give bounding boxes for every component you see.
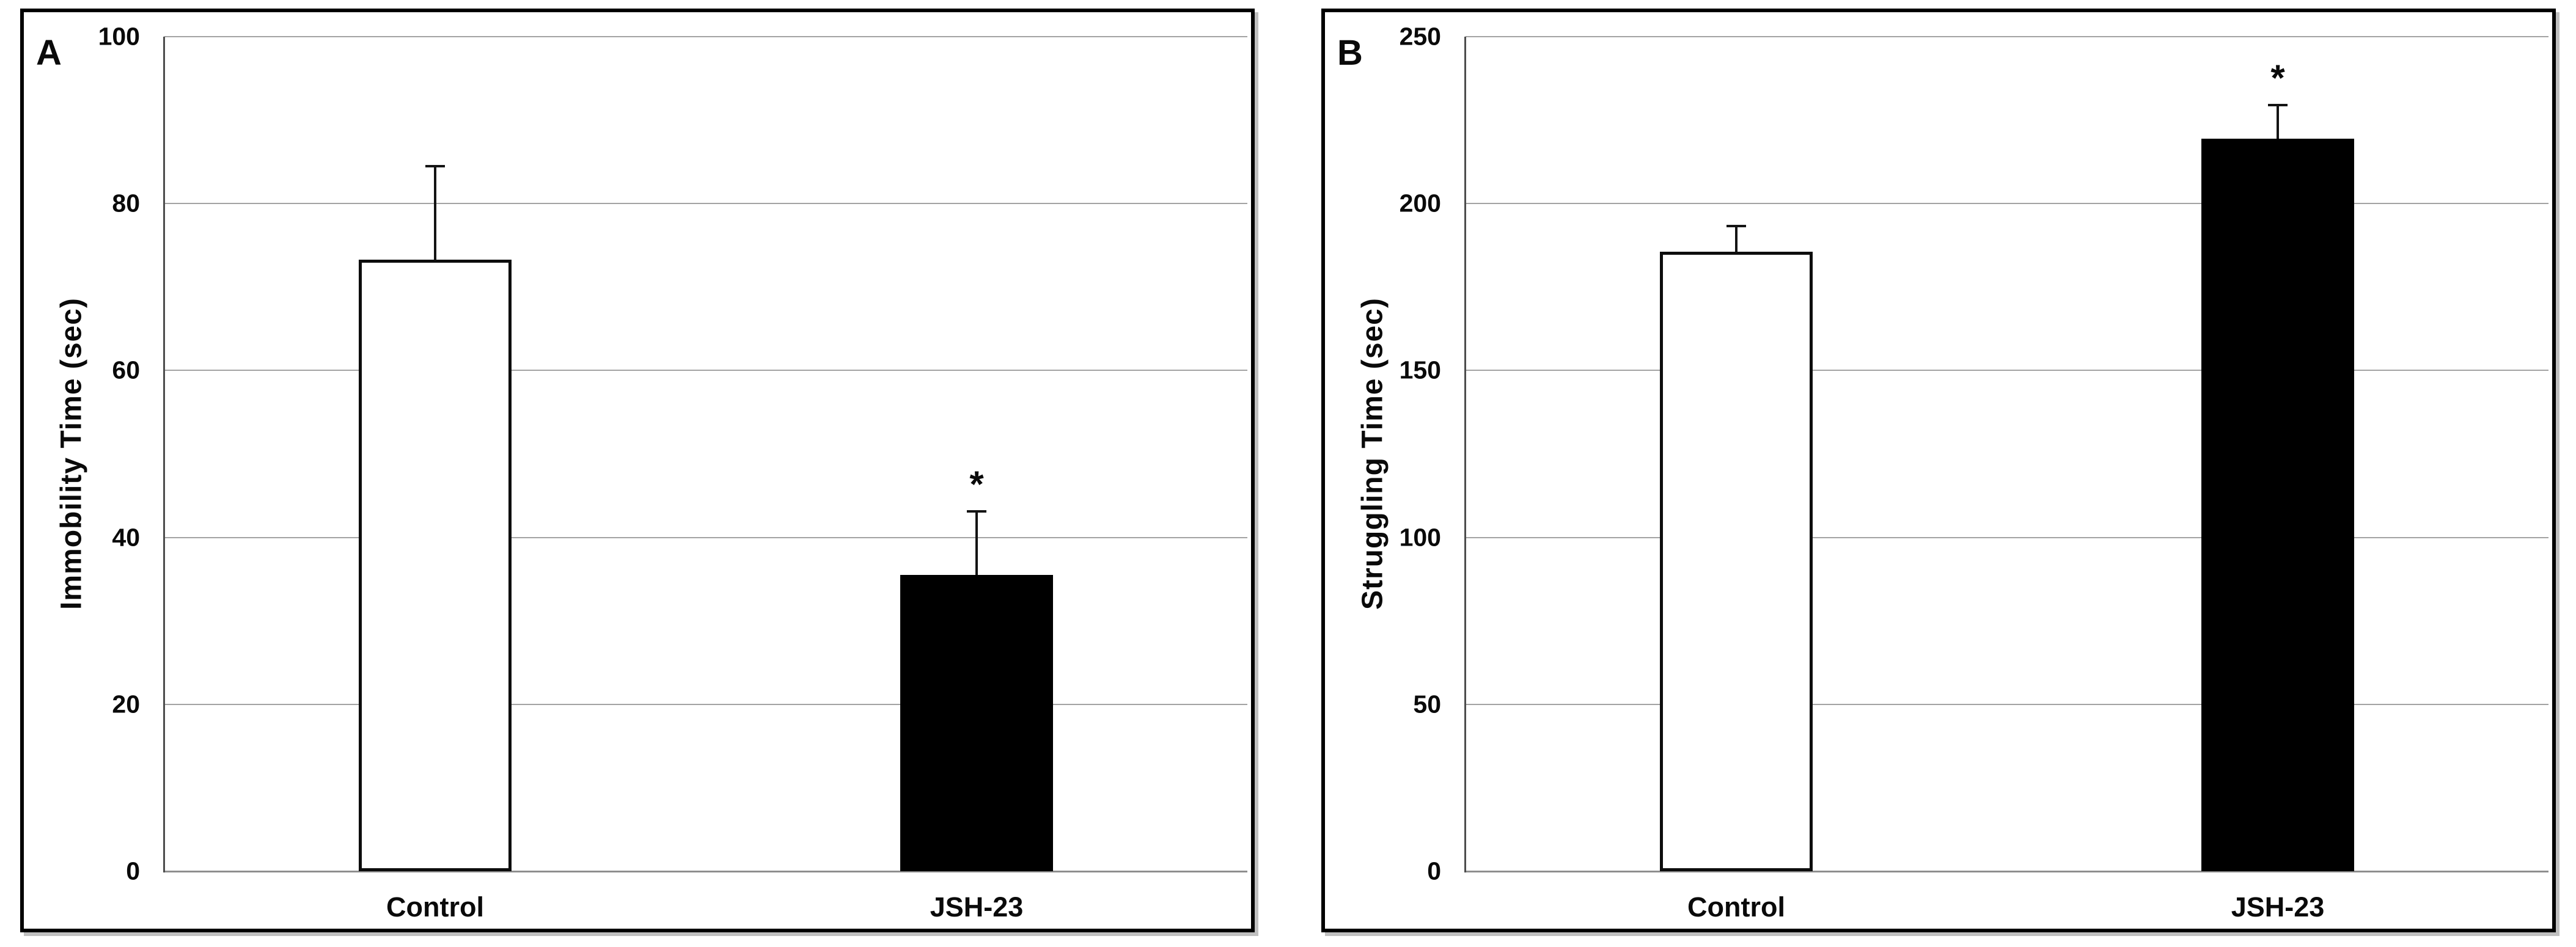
y-tick-label-0: 0 bbox=[126, 857, 140, 885]
bar-control bbox=[359, 259, 512, 871]
error-bar-cap-jsh-23 bbox=[2268, 104, 2288, 106]
y-tick-label-200: 200 bbox=[1399, 189, 1441, 218]
y-tick-label-20: 20 bbox=[112, 690, 140, 718]
panel-a-plot-area: 0 20 40 60 80 100 Control * JSH-23 bbox=[24, 12, 1251, 929]
gridline-y-100 bbox=[164, 36, 1247, 37]
gridline-y-0 bbox=[1466, 871, 2548, 872]
gridline-y-100 bbox=[1466, 536, 2548, 538]
significance-asterisk-jsh-23: * bbox=[969, 464, 984, 505]
y-axis-line bbox=[163, 37, 165, 872]
x-category-label-jsh-23: JSH-23 bbox=[2231, 891, 2325, 923]
gridline-y-50 bbox=[1466, 703, 2548, 705]
error-bar-control bbox=[434, 166, 436, 260]
gridline-y-0 bbox=[164, 871, 1247, 872]
y-tick-label-100: 100 bbox=[1399, 523, 1441, 552]
panel-a-letter: A bbox=[36, 33, 62, 73]
y-tick-label-250: 250 bbox=[1399, 22, 1441, 51]
x-category-label-control: Control bbox=[1687, 891, 1785, 923]
panel-b-plot-area: 0 50 100 150 200 250 Control * JSH-23 bbox=[1325, 12, 2552, 929]
y-tick-label-150: 150 bbox=[1399, 356, 1441, 384]
x-category-label-jsh-23: JSH-23 bbox=[930, 891, 1024, 923]
y-tick-label-50: 50 bbox=[1413, 690, 1441, 718]
y-tick-label-40: 40 bbox=[112, 523, 140, 552]
gridline-y-20 bbox=[164, 703, 1247, 705]
error-bar-cap-control bbox=[425, 164, 445, 167]
gridline-y-150 bbox=[1466, 370, 2548, 371]
y-tick-label-80: 80 bbox=[112, 189, 140, 218]
panel-b-letter: B bbox=[1337, 33, 1363, 73]
gridline-y-80 bbox=[164, 203, 1247, 205]
gridline-y-60 bbox=[164, 370, 1247, 371]
bar-jsh-23 bbox=[900, 575, 1053, 871]
error-bar-cap-control bbox=[1727, 225, 1746, 228]
significance-asterisk-jsh-23: * bbox=[2270, 57, 2285, 98]
error-bar-control bbox=[1735, 226, 1738, 252]
y-tick-label-60: 60 bbox=[112, 356, 140, 384]
error-bar-jsh-23 bbox=[2277, 105, 2279, 139]
error-bar-jsh-23 bbox=[975, 511, 978, 576]
gridline-y-40 bbox=[164, 536, 1247, 538]
gridline-y-200 bbox=[1466, 203, 2548, 205]
y-tick-label-0: 0 bbox=[1427, 857, 1441, 885]
bar-jsh-23 bbox=[2201, 138, 2354, 871]
gridline-y-250 bbox=[1466, 36, 2548, 37]
y-axis-line bbox=[1464, 37, 1466, 872]
y-tick-label-100: 100 bbox=[98, 22, 140, 51]
bar-control bbox=[1660, 252, 1813, 871]
error-bar-cap-jsh-23 bbox=[967, 510, 986, 513]
x-category-label-control: Control bbox=[386, 891, 484, 923]
panel-b: B Struggling Time (sec) 0 50 100 150 200 250 C… bbox=[1321, 9, 2556, 932]
panel-a: A Immobility Time (sec) 0 20 40 60 80 100 Cont… bbox=[20, 9, 1255, 932]
